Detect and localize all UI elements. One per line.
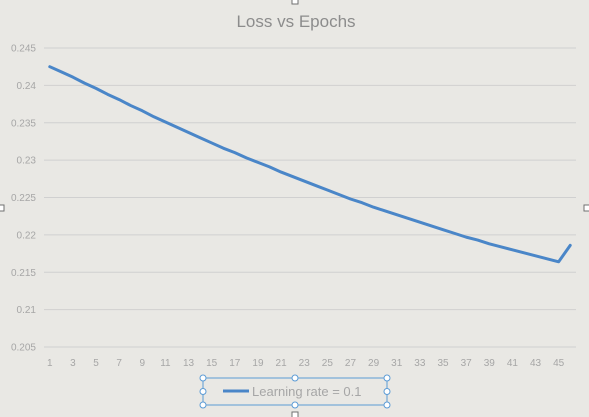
y-tick-label: 0.215 — [11, 268, 36, 279]
x-tick-label: 3 — [70, 358, 76, 369]
y-tick-label: 0.24 — [17, 81, 37, 92]
chart-handle[interactable] — [0, 204, 5, 212]
gridlines — [44, 47, 576, 348]
x-tick-label: 19 — [252, 358, 264, 369]
x-tick-label: 13 — [183, 358, 195, 369]
chart-handle[interactable] — [291, 411, 299, 417]
y-tick-label: 0.235 — [11, 118, 36, 129]
y-tick-label: 0.21 — [17, 305, 37, 316]
x-tick-label: 9 — [140, 358, 146, 369]
x-tick-label: 11 — [160, 358, 171, 369]
x-tick-label: 37 — [461, 358, 473, 369]
legend-handle[interactable] — [383, 374, 391, 382]
chart-title: Loss vs Epochs — [236, 12, 355, 31]
y-axis-tick-labels: 0.205 0.21 0.215 0.22 0.225 0.23 0.235 0.24 0.24… — [11, 44, 36, 354]
x-tick-label: 45 — [553, 358, 565, 369]
x-tick-label: 15 — [206, 358, 218, 369]
x-tick-label: 25 — [322, 358, 334, 369]
x-axis-tick-labels: 1 3 5 7 9 11 13 15 17 19 21 23 25 27 29 31 33 35 37 39 41 43 4… — [47, 358, 565, 369]
chart-handle[interactable] — [291, 0, 299, 5]
legend-handle[interactable] — [199, 374, 207, 382]
legend-handle[interactable] — [291, 374, 299, 382]
x-tick-label: 27 — [345, 358, 357, 369]
x-tick-label: 17 — [229, 358, 241, 369]
legend[interactable]: Learning rate = 0.1 — [199, 374, 391, 409]
legend-handle[interactable] — [199, 401, 207, 409]
y-tick-label: 0.22 — [17, 230, 37, 241]
x-tick-label: 29 — [368, 358, 380, 369]
y-tick-label: 0.245 — [11, 44, 36, 55]
x-tick-label: 21 — [276, 358, 288, 369]
legend-handle[interactable] — [199, 388, 207, 395]
x-tick-label: 43 — [530, 358, 542, 369]
legend-resize-handles[interactable] — [199, 374, 391, 409]
legend-label: Learning rate = 0.1 — [252, 384, 362, 399]
x-tick-label: 35 — [437, 358, 449, 369]
x-tick-label: 41 — [507, 358, 519, 369]
y-tick-label: 0.205 — [11, 343, 36, 354]
x-tick-label: 31 — [391, 358, 403, 369]
x-tick-label: 1 — [47, 358, 53, 369]
y-tick-label: 0.225 — [11, 193, 36, 204]
legend-handle[interactable] — [291, 401, 299, 409]
y-tick-label: 0.23 — [17, 156, 37, 167]
x-tick-label: 5 — [93, 358, 99, 369]
series-line[interactable] — [48, 65, 572, 264]
x-tick-label: 39 — [484, 358, 496, 369]
chart-handle[interactable] — [583, 204, 589, 212]
series-layer — [48, 65, 572, 264]
x-tick-label: 23 — [299, 358, 311, 369]
x-tick-label: 33 — [414, 358, 426, 369]
legend-handle[interactable] — [383, 401, 391, 409]
x-tick-label: 7 — [116, 358, 122, 369]
legend-handle[interactable] — [383, 388, 391, 395]
